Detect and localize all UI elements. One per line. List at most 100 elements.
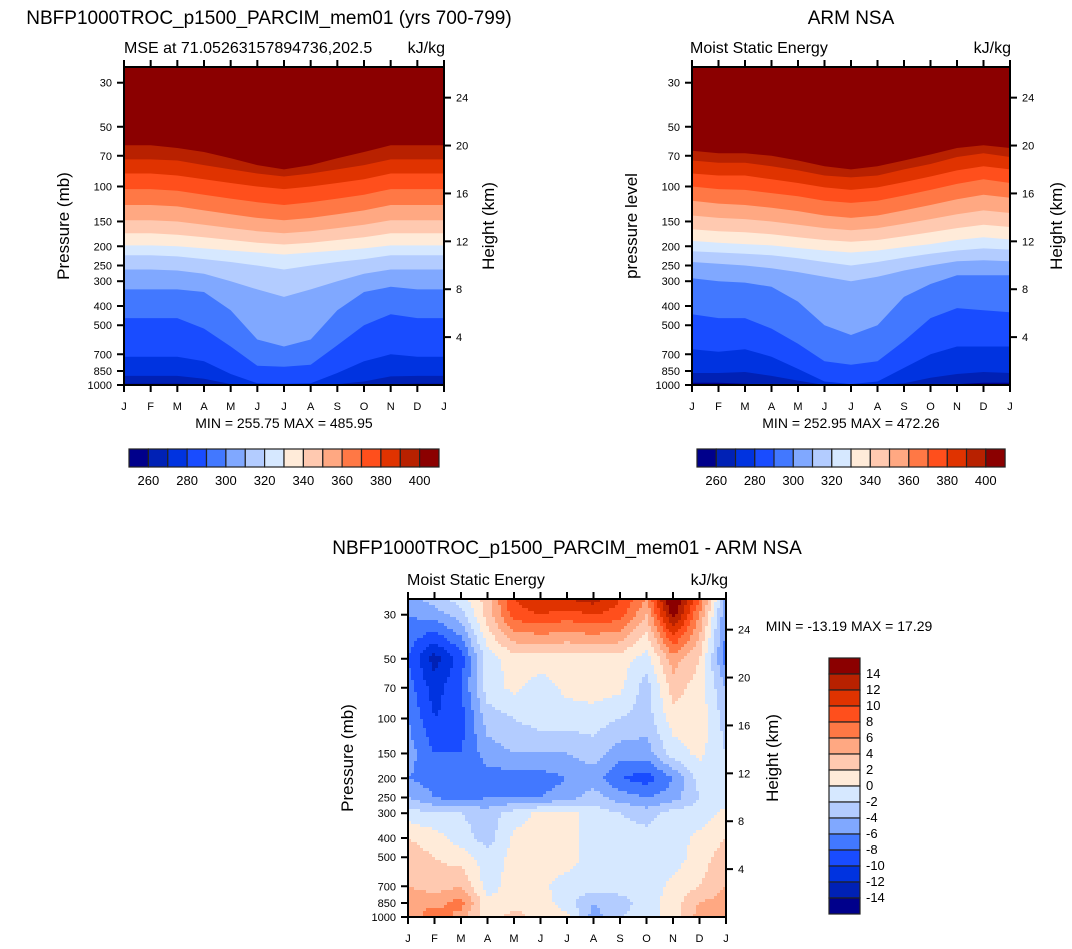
contour-cell — [720, 842, 726, 846]
contour-cell — [684, 860, 712, 864]
contour-cell — [483, 887, 499, 891]
contour-cell — [684, 743, 706, 747]
contour-cell — [687, 683, 706, 687]
contour-cell — [504, 746, 613, 750]
x-tick-label: A — [307, 401, 315, 413]
contour-cell — [675, 701, 706, 705]
contour-cell — [444, 611, 466, 615]
contour-cell — [678, 662, 700, 666]
contour-cell — [483, 608, 493, 612]
contour-cell — [708, 866, 726, 870]
contour-cell — [408, 887, 415, 891]
contour-cell — [717, 620, 721, 624]
contour-cell — [432, 749, 463, 753]
contour-cell — [636, 695, 652, 699]
contour-cell — [681, 908, 697, 912]
contour-cell — [549, 632, 586, 636]
x-tick-label: J — [848, 401, 854, 413]
contour-cell — [414, 680, 427, 684]
contour-cell — [477, 665, 484, 669]
contour-cell — [429, 788, 553, 792]
contour-cell — [408, 749, 418, 753]
contour-cell — [453, 659, 466, 663]
contour-cell — [447, 626, 466, 630]
contour-cell — [462, 704, 472, 708]
contour-cell — [417, 692, 430, 696]
contour-cell — [699, 884, 726, 888]
contour-cell — [519, 689, 562, 693]
contour-cell — [477, 641, 487, 645]
contour-cell — [492, 602, 499, 606]
contour-cell — [654, 617, 658, 621]
contour-cell — [693, 914, 726, 917]
contour-cell — [516, 719, 616, 723]
contour-cell — [624, 683, 640, 687]
colorbar-swatch — [205, 448, 227, 468]
contour-cell — [669, 683, 688, 687]
contour-cell — [639, 608, 652, 612]
contour-cell — [480, 914, 505, 917]
contour-cell — [651, 626, 658, 630]
contour-cell — [660, 656, 667, 660]
contour-cell — [669, 764, 685, 768]
contour-cell — [663, 701, 673, 705]
contour-cell — [462, 692, 472, 696]
contour-cell — [489, 626, 499, 630]
contour-cell — [708, 611, 715, 615]
contour-cell — [579, 848, 688, 852]
y-tick-label: 500 — [378, 852, 396, 864]
contour-cell — [609, 608, 628, 612]
contour-cell — [657, 815, 715, 819]
colorbar-label: -6 — [866, 826, 878, 841]
contour-cell — [648, 623, 655, 627]
contour-cell — [720, 620, 726, 624]
contour-cell — [672, 779, 685, 783]
contour-cell — [426, 632, 439, 636]
contour-cell — [717, 698, 726, 702]
contour-cell — [543, 794, 583, 798]
contour-cell — [690, 611, 694, 615]
y-tick-label: 50 — [668, 122, 680, 134]
y-tick-label: 200 — [94, 241, 112, 253]
contour-cell — [555, 785, 613, 789]
contour-cell — [429, 692, 445, 696]
contour-cell — [663, 617, 670, 621]
contour-cell — [720, 890, 726, 894]
contour-cell — [444, 905, 463, 909]
contour-cell — [690, 890, 721, 894]
contour-cell — [453, 899, 463, 903]
contour-cell — [711, 602, 715, 606]
contour-cell — [657, 677, 667, 681]
contour-cell — [498, 818, 529, 822]
contour-cell — [465, 869, 481, 873]
contour-cell — [495, 653, 643, 657]
contour-cell — [468, 851, 508, 855]
contour-cell — [498, 821, 526, 825]
contour-cell — [663, 770, 679, 774]
contour-cell — [432, 665, 439, 669]
contour-cell — [468, 677, 478, 681]
contour-cell — [705, 629, 712, 633]
contour-cell — [444, 689, 463, 693]
contour-cell — [717, 893, 726, 897]
contour-cell — [672, 671, 676, 675]
contour-cell — [714, 851, 726, 855]
colorbar-swatch — [828, 673, 861, 691]
contour-cell — [666, 674, 694, 678]
contour-cell — [690, 752, 706, 756]
colorbar-swatch — [828, 817, 861, 835]
colorbar-swatch — [186, 448, 208, 468]
contour-cell — [672, 734, 709, 738]
contour-cell — [561, 689, 622, 693]
contour-cell — [429, 686, 445, 690]
contour-cell — [687, 614, 694, 618]
contour-cell — [414, 746, 433, 750]
contour-cell — [681, 794, 700, 798]
contour-cell — [477, 683, 484, 687]
contour-cell — [495, 617, 505, 621]
contour-cell — [420, 809, 514, 813]
contour-cell — [660, 635, 667, 639]
contour-cell — [708, 734, 724, 738]
contour-cell — [669, 659, 682, 663]
contour-cell — [423, 785, 556, 789]
